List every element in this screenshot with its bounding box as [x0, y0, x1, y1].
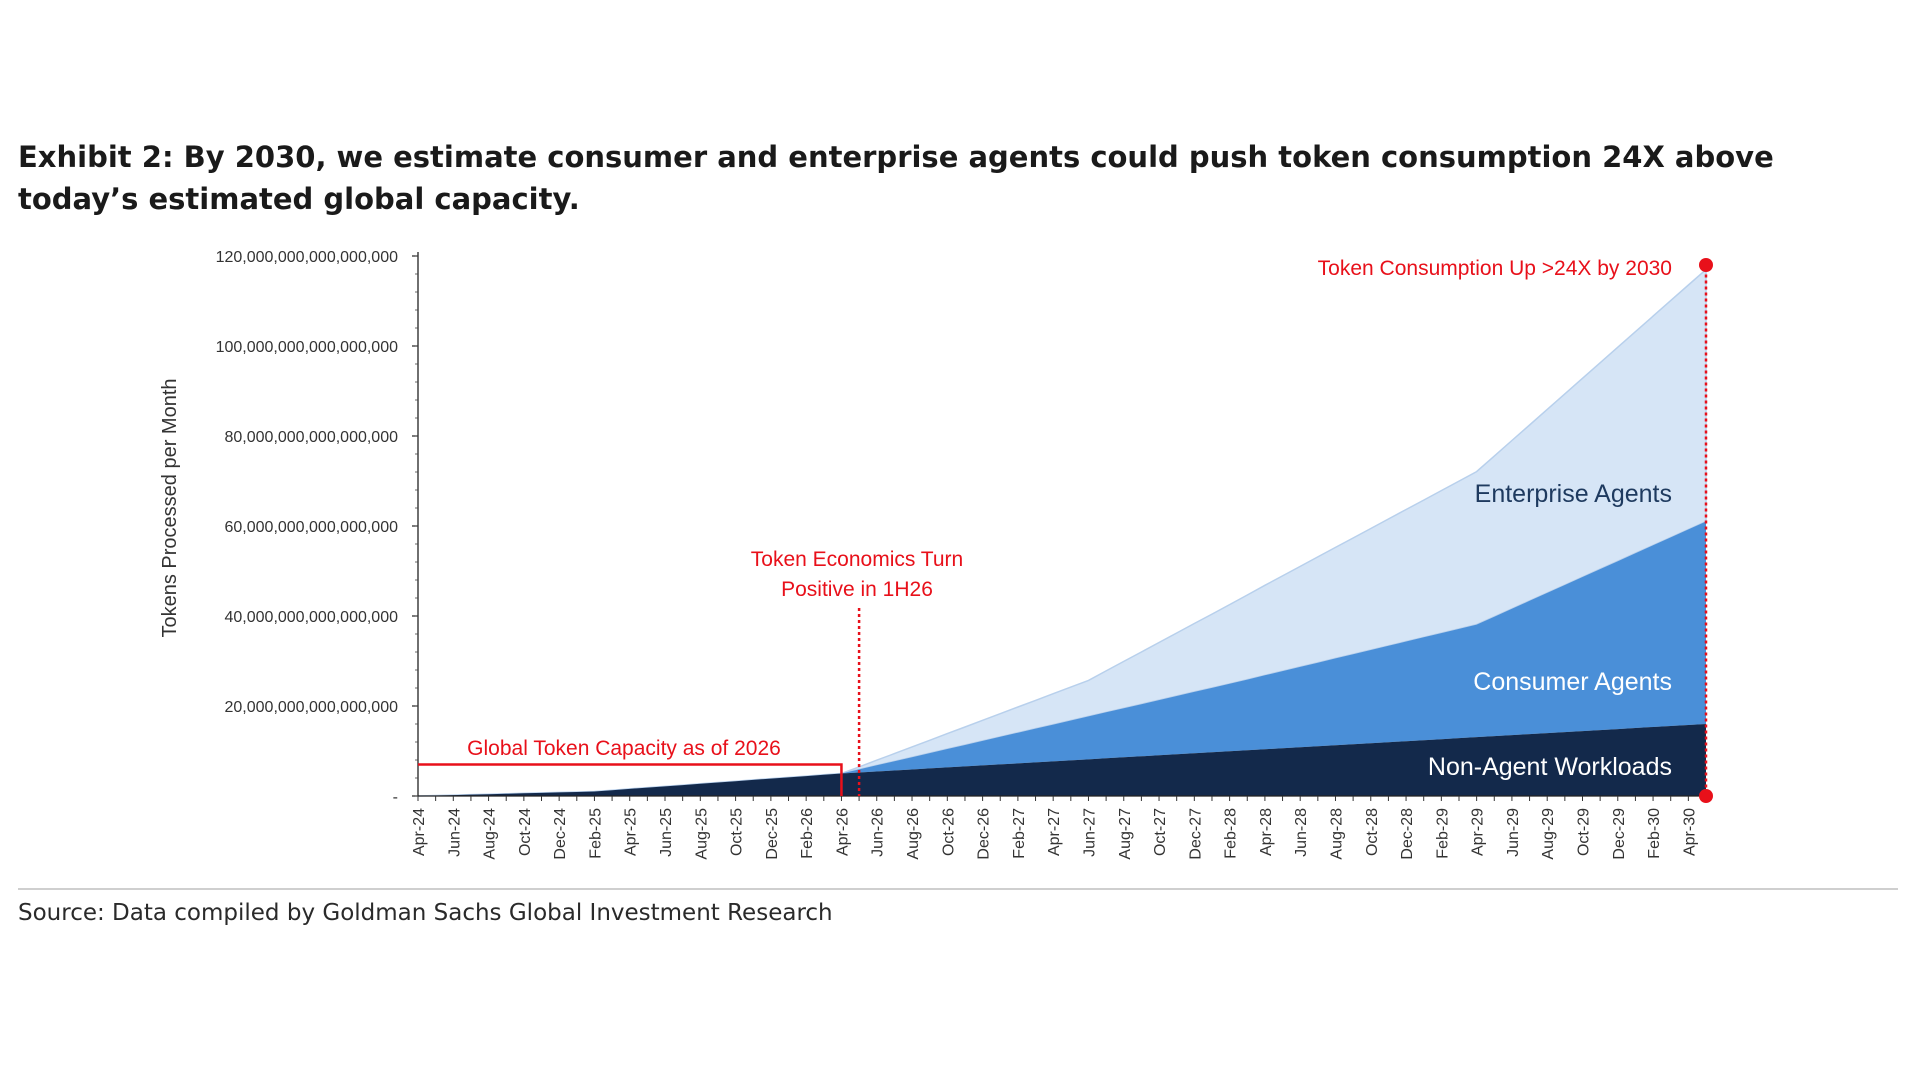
y-tick-label: - — [393, 789, 398, 806]
stacked-area-chart: - 20,000,000,000,000,000 40,000,000,000,00… — [159, 249, 1713, 860]
area-consumer-agents — [418, 521, 1706, 796]
x-tick-label: Oct-27 — [1152, 808, 1169, 856]
annotation-economics-line1: Token Economics Turn — [751, 548, 963, 571]
x-tick-label: Aug-28 — [1329, 808, 1346, 860]
x-tick-label: Apr-27 — [1046, 808, 1063, 856]
x-tick-label: Oct-29 — [1576, 808, 1593, 856]
x-tick-label: Apr-29 — [1470, 808, 1487, 856]
x-tick-label: Jun-27 — [1082, 808, 1099, 857]
x-tick-label: Dec-27 — [1187, 808, 1204, 860]
x-tick-label: Dec-26 — [976, 808, 993, 860]
x-tick-label: Apr-26 — [835, 808, 852, 856]
x-tick-label: Apr-24 — [411, 808, 428, 856]
x-tick-label: Oct-28 — [1364, 808, 1381, 856]
x-tick-label: Dec-28 — [1399, 808, 1416, 860]
x-tick-label: Feb-26 — [799, 808, 816, 859]
series-label-enterprise: Enterprise Agents — [1475, 480, 1672, 508]
x-tick-label: Feb-29 — [1434, 808, 1451, 859]
area-non-agent-workloads — [418, 724, 1706, 796]
x-tick-label: Oct-24 — [517, 808, 534, 856]
series-label-consumer: Consumer Agents — [1473, 668, 1672, 696]
x-tick-label: Oct-26 — [940, 808, 957, 856]
x-tick-label: Aug-25 — [693, 808, 710, 860]
x-tick-label: Feb-25 — [587, 808, 604, 859]
x-tick-label: Aug-27 — [1117, 808, 1134, 860]
x-tick-label: Jun-28 — [1293, 808, 1310, 857]
consumption-bottom-dot — [1699, 789, 1713, 803]
x-tick-label: Feb-27 — [1011, 808, 1028, 859]
x-tick-label: Feb-28 — [1223, 808, 1240, 859]
consumption-top-dot — [1699, 258, 1713, 272]
annotation-economics-line2: Positive in 1H26 — [781, 578, 933, 601]
chart-areas — [417, 267, 1707, 797]
x-tick-label: Dec-29 — [1611, 808, 1628, 860]
chart-axes: - 20,000,000,000,000,000 40,000,000,000,00… — [216, 249, 1707, 860]
x-tick-label: Jun-29 — [1505, 808, 1522, 857]
x-tick-label: Apr-25 — [623, 808, 640, 856]
x-tick-label: Dec-25 — [764, 808, 781, 860]
annotation-consumption-label: Token Consumption Up >24X by 2030 — [1318, 257, 1672, 280]
footer-divider — [18, 888, 1898, 890]
y-tick-label: 80,000,000,000,000,000 — [225, 429, 399, 446]
x-tick-label: Oct-25 — [729, 808, 746, 856]
capacity-line — [418, 763, 843, 796]
x-tick-label: Jun-24 — [446, 808, 463, 857]
x-tick-label: Apr-28 — [1258, 808, 1275, 856]
x-tick-label: Jun-26 — [870, 808, 887, 857]
y-tick-label: 60,000,000,000,000,000 — [225, 519, 399, 536]
y-axis-label: Tokens Processed per Month — [159, 378, 181, 637]
annotation-capacity-label: Global Token Capacity as of 2026 — [467, 737, 781, 760]
x-tick-label: Apr-30 — [1681, 808, 1698, 856]
x-tick-label: Jun-25 — [658, 808, 675, 857]
x-tick-label: Aug-26 — [905, 808, 922, 860]
x-tick-label: Aug-24 — [482, 808, 499, 860]
y-tick-label: 40,000,000,000,000,000 — [225, 609, 399, 626]
y-tick-label: 100,000,000,000,000,000 — [216, 339, 399, 356]
x-tick-label: Aug-29 — [1540, 808, 1557, 860]
y-tick-label: 120,000,000,000,000,000 — [216, 249, 399, 266]
x-tick-label: Feb-30 — [1646, 808, 1663, 859]
y-tick-label: 20,000,000,000,000,000 — [225, 699, 399, 716]
x-tick-label: Dec-24 — [552, 808, 569, 860]
series-label-non-agent: Non-Agent Workloads — [1428, 753, 1672, 781]
page-title: Exhibit 2: By 2030, we estimate consumer… — [18, 140, 1774, 216]
chart-annotations — [418, 258, 1713, 803]
source-note: Source: Data compiled by Goldman Sachs G… — [18, 900, 833, 926]
